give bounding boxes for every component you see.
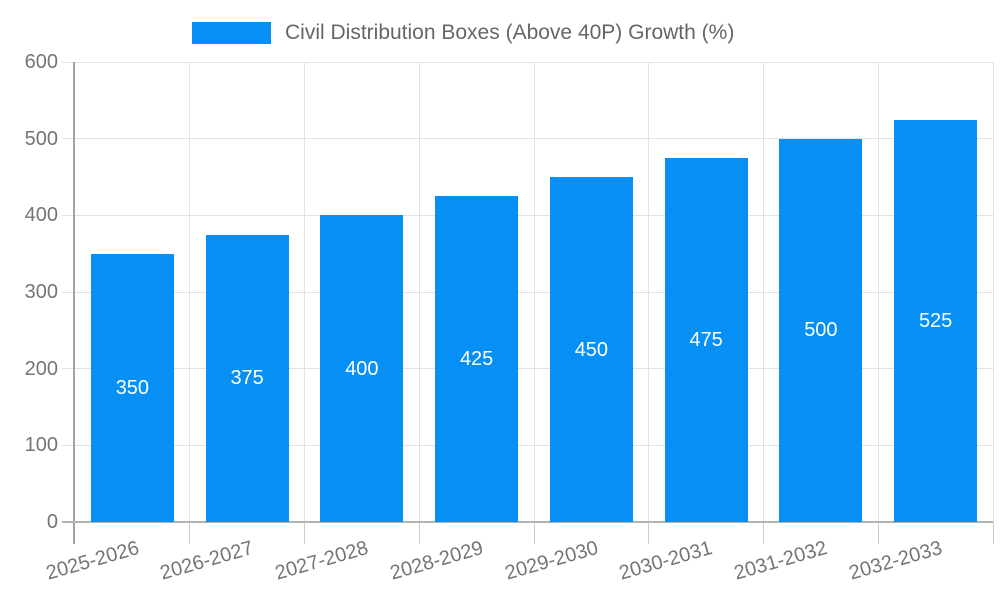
gridline-vertical — [877, 62, 879, 522]
bar-value-label: 425 — [459, 348, 494, 371]
legend-swatch — [192, 22, 271, 44]
y-axis-tick-label: 500 — [24, 127, 58, 150]
x-axis-tick — [304, 522, 305, 544]
bar-value-label: 375 — [230, 367, 264, 390]
x-axis-category-label: 2027-2028 — [272, 537, 371, 585]
x-axis-tick — [648, 522, 650, 544]
gridline-vertical — [304, 62, 305, 522]
y-axis-tick-label: 0 — [46, 511, 58, 533]
gridline-vertical — [418, 62, 420, 522]
gridline-vertical — [533, 62, 535, 522]
gridline-vertical — [189, 62, 191, 522]
bar-value-label: 450 — [574, 338, 609, 361]
x-axis-tick — [189, 522, 191, 544]
gridline-horizontal — [62, 291, 993, 293]
bar-2030-2031[interactable]: 475 — [664, 157, 748, 522]
bar-value-label: 500 — [804, 319, 838, 342]
y-axis-tick-label: 600 — [24, 51, 58, 73]
bar-2028-2029[interactable]: 425 — [435, 196, 519, 522]
bar-value-label: 400 — [345, 357, 379, 380]
gridline-vertical — [648, 62, 650, 522]
bar-2031-2032[interactable]: 500 — [779, 138, 863, 522]
x-axis-tick — [418, 522, 420, 544]
y-axis-tick-label: 100 — [24, 434, 58, 457]
bar-value-label: 475 — [689, 328, 723, 351]
x-axis-tick — [763, 522, 764, 544]
x-axis-category-label: 2031-2032 — [731, 537, 830, 585]
gridline-horizontal — [62, 214, 993, 216]
bar-2026-2027[interactable]: 375 — [205, 234, 289, 522]
bar-value-label: 525 — [918, 309, 953, 332]
bar-2025-2026[interactable]: 350 — [90, 253, 174, 522]
x-axis-category-label: 2025-2026 — [43, 537, 142, 585]
y-axis-tick-label: 300 — [24, 281, 58, 303]
gridline-horizontal — [62, 61, 993, 63]
gridline-horizontal — [62, 138, 993, 140]
y-axis-tick-label: 200 — [24, 357, 58, 380]
y-axis-tick-label: 400 — [24, 204, 58, 227]
gridline-horizontal — [62, 444, 993, 446]
bar-2027-2028[interactable]: 400 — [320, 215, 404, 522]
gridline-vertical — [992, 62, 994, 522]
x-axis-category-label: 2030-2031 — [617, 537, 716, 585]
x-axis-category-label: 2029-2030 — [502, 537, 601, 585]
x-axis-category-label: 2032-2033 — [846, 537, 945, 585]
legend-label: Civil Distribution Boxes (Above 40P) Gro… — [285, 21, 735, 44]
x-axis-line — [62, 521, 993, 523]
x-axis-category-label: 2026-2027 — [158, 537, 257, 585]
x-axis-tick — [877, 522, 879, 544]
x-axis-category-label: 2028-2029 — [387, 537, 486, 585]
gridline-vertical — [763, 62, 764, 522]
chart-legend[interactable]: Civil Distribution Boxes (Above 40P) Gro… — [192, 20, 734, 46]
y-axis-line — [73, 62, 75, 544]
bar-2032-2033[interactable]: 525 — [894, 119, 978, 522]
x-axis-tick — [533, 522, 535, 544]
gridline-horizontal — [62, 368, 993, 370]
bar-2029-2030[interactable]: 450 — [549, 177, 633, 522]
x-axis-tick — [992, 522, 994, 544]
bar-value-label: 350 — [115, 376, 150, 399]
